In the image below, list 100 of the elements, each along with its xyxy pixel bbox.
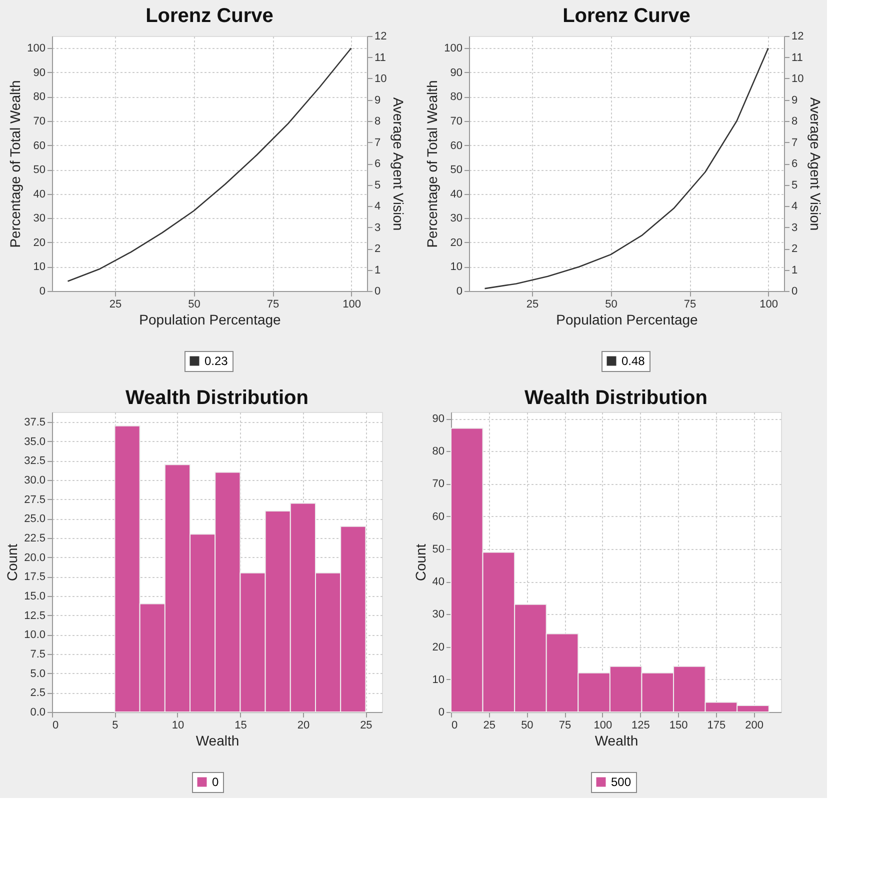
y-axis-title: Count — [412, 544, 428, 582]
x-tick-label: 50 — [521, 720, 534, 732]
y-tick-label: 30 — [450, 212, 462, 225]
x-tick-label: 25 — [526, 298, 539, 310]
y-tick-label: 2.5 — [30, 687, 46, 700]
y-tick-label: 22.5 — [24, 532, 46, 545]
x-tick-label: 75 — [684, 298, 696, 310]
y-tick-label: 30.0 — [24, 474, 46, 487]
y2-tick-label: 0 — [374, 286, 381, 298]
y2-axis-title: Average Agent Vision — [808, 97, 824, 231]
x-tick-label: 175 — [707, 720, 726, 732]
y-tick-label: 32.5 — [24, 455, 46, 468]
x-tick-label: 5 — [112, 720, 118, 732]
y2-tick-label: 3 — [374, 222, 381, 234]
chart-title: Lorenz Curve — [146, 5, 274, 27]
y2-tick-label: 2 — [792, 243, 798, 255]
x-tick-label: 200 — [745, 720, 764, 732]
y-tick-label: 0.0 — [30, 706, 46, 718]
y2-tick-label: 5 — [792, 179, 798, 192]
y-tick-label: 30 — [33, 212, 46, 225]
y2-tick-label: 8 — [374, 116, 381, 128]
y-tick-label: 80 — [432, 446, 444, 458]
x-tick-label: 20 — [297, 720, 310, 732]
y-tick-label: 0 — [438, 706, 444, 718]
x-tick-label: 100 — [760, 298, 778, 310]
x-tick-label: 150 — [669, 720, 688, 732]
y2-tick-label: 12 — [374, 30, 387, 42]
chart-title: Wealth Distribution — [126, 387, 308, 409]
y-tick-label: 35.0 — [24, 436, 46, 448]
y2-tick-label: 3 — [792, 222, 798, 234]
y2-tick-label: 8 — [792, 116, 798, 128]
y-tick-label: 80 — [450, 91, 462, 104]
y2-tick-label: 4 — [374, 200, 381, 212]
x-axis-title: Wealth — [594, 732, 638, 748]
y-tick-label: 12.5 — [24, 610, 46, 622]
line-series — [67, 47, 352, 282]
x-tick-label: 0 — [52, 720, 59, 732]
x-tick-label: 50 — [605, 298, 618, 310]
y-tick-label: 40 — [33, 188, 46, 200]
y-axis-title: Percentage of Total Wealth — [7, 80, 24, 248]
y2-tick-label: 6 — [374, 158, 381, 170]
y2-tick-label: 1 — [792, 264, 798, 276]
x-tick-label: 25 — [109, 298, 122, 310]
y-tick-label: 40 — [450, 188, 462, 200]
y2-tick-label: 6 — [792, 158, 798, 170]
y-tick-label: 10 — [450, 261, 462, 274]
y-tick-label: 90 — [432, 413, 444, 426]
y2-tick-label: 12 — [792, 30, 804, 42]
y-tick-label: 90 — [33, 66, 46, 79]
y-tick-label: 90 — [450, 66, 462, 79]
y2-tick-label: 10 — [792, 73, 804, 85]
y-tick-label: 0 — [39, 286, 46, 298]
y-tick-label: 37.5 — [24, 416, 46, 429]
x-tick-label: 100 — [594, 720, 612, 732]
x-tick-label: 75 — [266, 298, 280, 310]
y-tick-label: 20.0 — [24, 552, 46, 564]
legend-label: 0.48 — [622, 354, 646, 368]
y-tick-label: 70 — [33, 116, 46, 128]
x-tick-label: 50 — [188, 298, 200, 310]
chart-title: Wealth Distribution — [524, 387, 708, 409]
y2-tick-label: 7 — [792, 136, 798, 149]
y2-tick-label: 4 — [792, 200, 798, 212]
y-tick-label: 10.0 — [24, 629, 46, 642]
y-tick-label: 50 — [432, 543, 444, 556]
y-tick-label: 10 — [33, 261, 46, 274]
y2-tick-label: 1 — [374, 264, 381, 276]
y2-tick-label: 7 — [374, 136, 381, 149]
y-tick-label: 40 — [432, 576, 444, 588]
y-axis-title: Percentage of Total Wealth — [424, 80, 440, 248]
x-tick-label: 15 — [234, 720, 247, 732]
x-tick-label: 125 — [632, 720, 650, 732]
y-tick-label: 0 — [456, 286, 462, 298]
y2-tick-label: 11 — [792, 52, 803, 64]
y2-tick-label: 0 — [792, 286, 798, 298]
y-tick-label: 25.0 — [24, 513, 46, 526]
x-tick-label: 10 — [172, 720, 184, 732]
y-tick-label: 60 — [432, 510, 444, 523]
y-tick-label: 20 — [450, 236, 462, 249]
y-tick-label: 10 — [432, 674, 444, 686]
x-tick-label: 75 — [558, 720, 572, 732]
y-tick-label: 50 — [450, 164, 462, 176]
y2-axis-title: Average Agent Vision — [390, 97, 407, 231]
y2-tick-label: 11 — [374, 52, 386, 64]
y-tick-label: 30 — [432, 608, 444, 621]
y2-tick-label: 9 — [792, 94, 798, 106]
y-tick-label: 50 — [33, 164, 46, 176]
y-tick-label: 5.0 — [30, 668, 46, 680]
y-tick-label: 60 — [450, 140, 462, 152]
legend-label: 0 — [212, 775, 219, 789]
y2-tick-label: 2 — [374, 243, 381, 255]
y-tick-label: 100 — [444, 42, 462, 55]
legend-label: 500 — [611, 775, 632, 789]
y2-tick-label: 10 — [374, 73, 387, 85]
y-tick-label: 15.0 — [24, 590, 46, 603]
x-axis-title: Population Percentage — [139, 312, 282, 328]
y-tick-label: 60 — [33, 140, 46, 152]
y2-tick-label: 5 — [374, 179, 381, 192]
y-tick-label: 20 — [33, 236, 46, 249]
y-tick-label: 27.5 — [24, 494, 46, 506]
x-tick-label: 25 — [483, 720, 496, 732]
